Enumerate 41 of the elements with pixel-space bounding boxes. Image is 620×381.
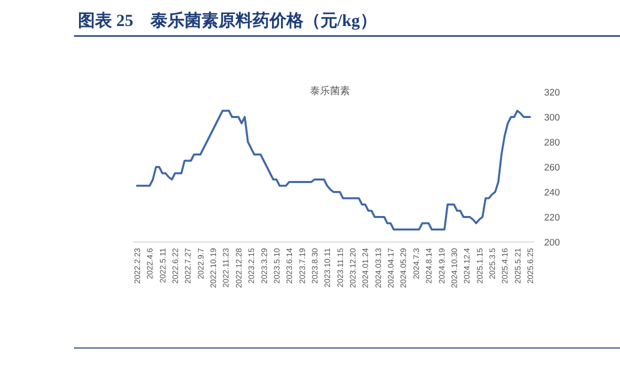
x-tick-label: 2023.5.10 [272, 247, 282, 284]
x-tick-label: 2024.05.29 [399, 247, 408, 288]
x-tick-label: 2023.3.29 [260, 247, 269, 284]
x-tick-label: 2024.04.17 [386, 247, 396, 288]
x-tick-label: 2023.12.20 [348, 247, 358, 288]
x-tick-label: 2022.5.11 [158, 247, 168, 283]
y-tick-label: 300 [544, 112, 560, 124]
x-tick-label: 2022.12.28 [234, 247, 244, 288]
x-tick-label: 2025.3.5 [488, 247, 497, 280]
x-tick-label: 2022.11.23 [222, 247, 231, 288]
x-tick-label: 2023.2.15 [247, 247, 256, 284]
x-tick-label: 2023.10.11 [323, 247, 332, 288]
x-tick-label: 2024.03.13 [374, 247, 383, 288]
x-tick-label: 2023.11.15 [336, 247, 345, 288]
y-tick-label: 200 [544, 238, 560, 248]
x-tick-label: 2024.01.24 [361, 247, 370, 288]
x-tick-label: 2022.9.7 [196, 247, 206, 280]
y-tick-label: 240 [544, 188, 560, 198]
x-tick-label: 2025.5.21 [513, 247, 522, 284]
x-tick-label: 2022.4.6 [146, 247, 155, 280]
y-tick-label: 280 [544, 138, 560, 148]
x-tick-label: 2025.6.25 [526, 247, 535, 284]
x-tick-label: 2024.8.14 [424, 247, 434, 284]
x-tick-label: 2025.4.16 [500, 247, 510, 284]
x-tick-label: 2022.7.27 [184, 247, 193, 284]
x-tick-label: 2025.1.15 [475, 247, 484, 284]
x-tick-label: 2023.6.14 [285, 247, 294, 284]
y-tick-label: 260 [544, 162, 560, 174]
x-tick-label: 2024.9.19 [437, 247, 446, 284]
chart-subtitle: 泰乐菌素 [310, 85, 350, 97]
y-tick-label: 320 [544, 88, 560, 98]
x-tick-label: 2022.6.22 [171, 247, 180, 284]
y-tick-label: 220 [544, 212, 560, 224]
x-tick-label: 2023.8.30 [310, 247, 320, 284]
x-tick-label: 2024.7.3 [412, 247, 421, 280]
x-tick-label: 2024.10.30 [450, 247, 459, 288]
x-tick-label: 2022.2.23 [133, 247, 142, 284]
chart-title: 图表 25 泰乐菌素原料药价格（元/kg） [78, 11, 377, 30]
x-tick-label: 2024.12.4 [462, 247, 472, 284]
x-tick-label: 2023.7.19 [298, 247, 307, 284]
x-tick-label: 2022.10.19 [209, 247, 218, 288]
